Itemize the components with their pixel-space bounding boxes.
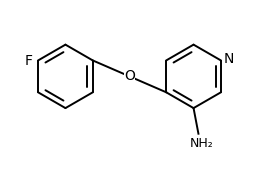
Text: F: F bbox=[25, 53, 33, 68]
Text: O: O bbox=[124, 69, 135, 83]
Text: N: N bbox=[224, 52, 234, 66]
Text: NH₂: NH₂ bbox=[190, 137, 213, 150]
